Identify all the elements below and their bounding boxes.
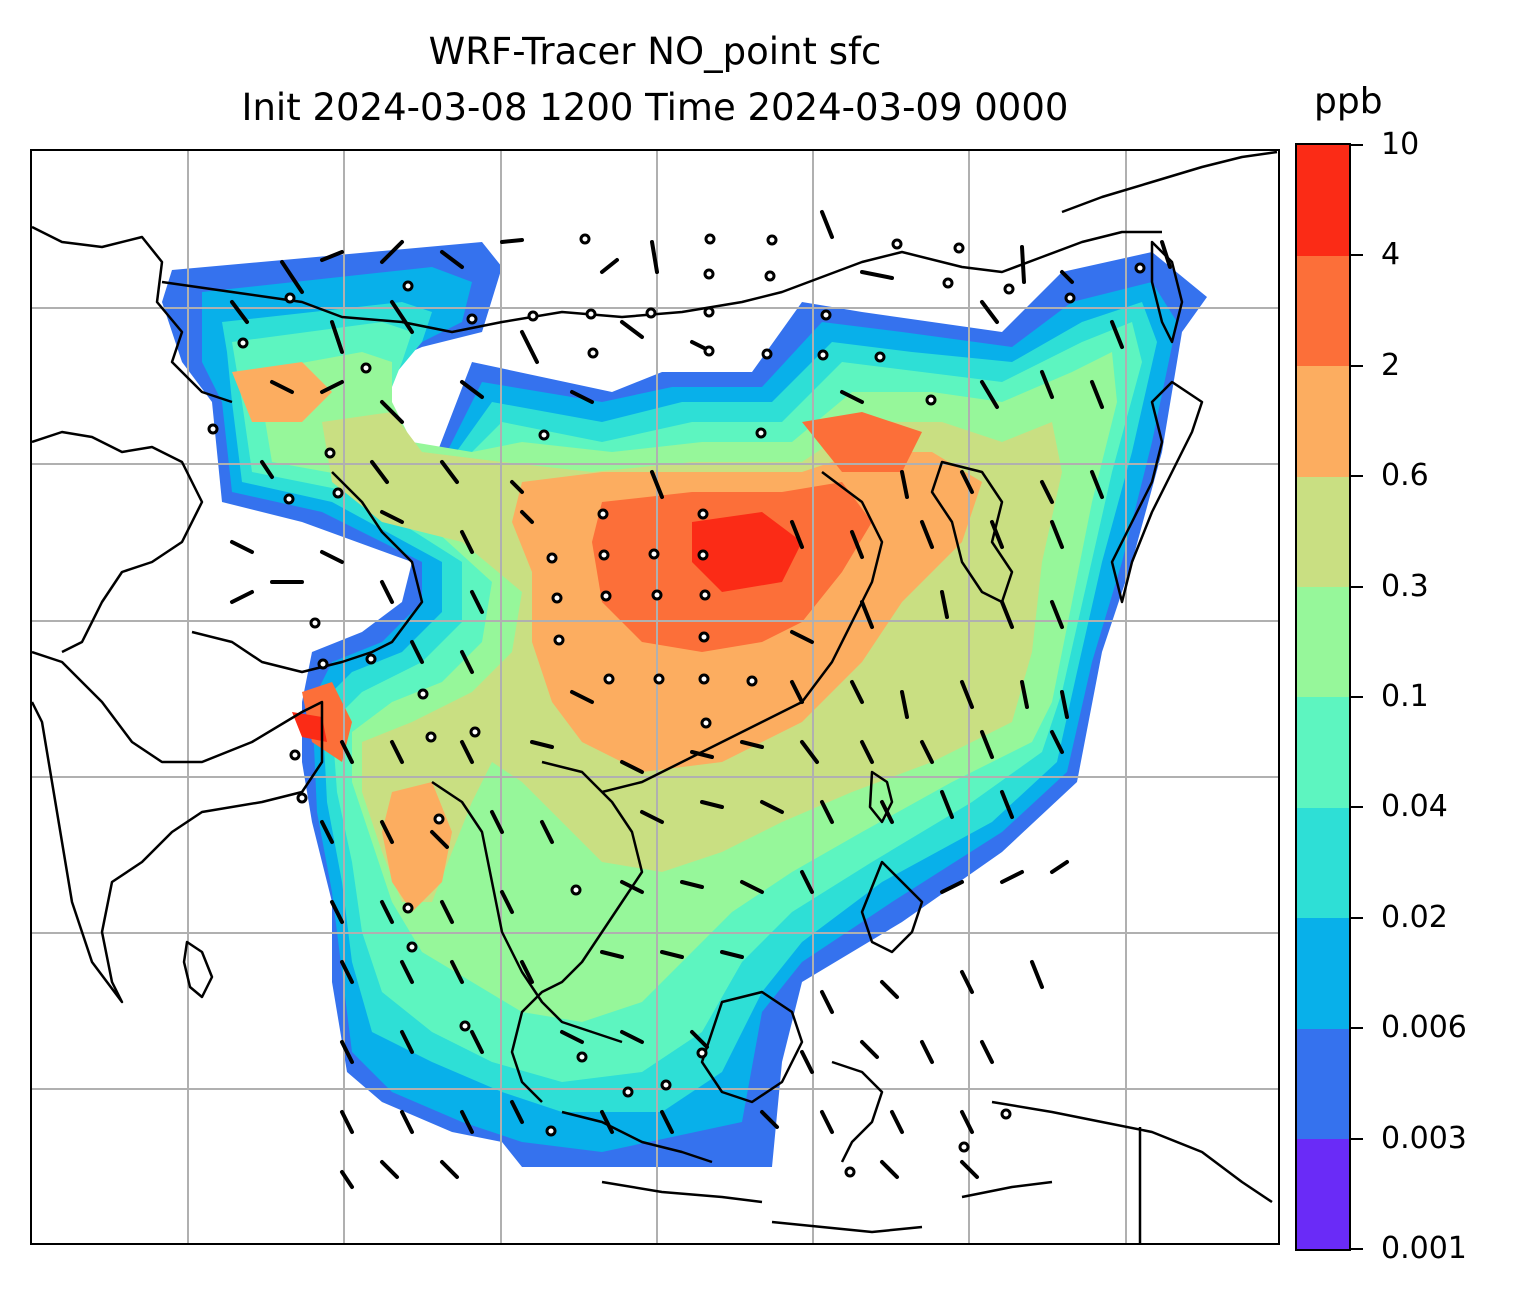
colorbar-tick-label: 0.1 xyxy=(1381,679,1429,714)
colorbar-tick-label: 10 xyxy=(1381,127,1420,162)
colorbar-band-0 xyxy=(1297,1138,1349,1250)
sumatra xyxy=(561,1110,713,1164)
colorbar-tick-mark xyxy=(1351,1027,1363,1030)
bay-coast xyxy=(431,780,623,1044)
colorbar-tick-mark xyxy=(1351,585,1363,588)
colorbar-tick-mark xyxy=(1351,1137,1363,1140)
colorbar-tick-label: 0.6 xyxy=(1381,458,1429,494)
gridlines xyxy=(32,151,1278,1243)
field-level-0.6-south xyxy=(382,782,452,912)
sri-lanka xyxy=(182,940,214,999)
east-russia-coast xyxy=(1061,151,1278,214)
japan xyxy=(1110,380,1204,604)
map-panel xyxy=(30,149,1280,1245)
new-guinea xyxy=(991,1100,1273,1204)
colorbar-band-4 xyxy=(1297,697,1349,808)
colorbar-band-2 xyxy=(1297,917,1349,1029)
field-level-2-west xyxy=(302,682,352,762)
himalaya-border xyxy=(191,471,424,674)
field-level-0.6-northwest xyxy=(232,362,332,422)
calm-wind-markers xyxy=(207,233,1146,1178)
colorbar-unit-label: ppb xyxy=(1314,81,1383,122)
colorbar-tick-mark xyxy=(1351,696,1363,698)
colorbar-tick-mark xyxy=(1351,916,1363,919)
field-level-4-west xyxy=(292,712,327,742)
colorbar-tick-mark xyxy=(1351,254,1363,257)
colorbar-tick-label: 0.006 xyxy=(1381,1010,1467,1046)
colorbar-tick-label: 0.001 xyxy=(1381,1231,1467,1266)
colorbar-band-6 xyxy=(1297,476,1349,588)
colorbar-tick-mark xyxy=(1351,144,1363,146)
sulawesi xyxy=(831,1060,884,1163)
colorbar-tick-label: 0.04 xyxy=(1381,789,1448,825)
colorbar-tick-label: 2 xyxy=(1381,347,1401,383)
map-canvas xyxy=(32,151,1278,1243)
wind-barbs xyxy=(230,210,1172,1189)
field-level-4 xyxy=(692,512,802,592)
india-coast xyxy=(32,650,324,1004)
timor xyxy=(961,1180,1053,1199)
colorbar-tick-mark xyxy=(1351,364,1363,367)
map-title-line1: WRF-Tracer NO_point sfc xyxy=(428,30,882,73)
colorbar-band-7 xyxy=(1297,365,1349,477)
colorbar-tick-mark xyxy=(1351,475,1363,478)
colorbar-tick-mark xyxy=(1351,1248,1363,1250)
colorbar-tick-mark xyxy=(1351,806,1363,809)
java xyxy=(601,1180,763,1204)
colorbar-tick-label: 0.3 xyxy=(1381,568,1429,604)
west-border xyxy=(32,225,233,404)
central-asia-border xyxy=(32,430,204,654)
indochina xyxy=(510,760,644,1103)
philippines xyxy=(860,860,924,954)
colorbar-band-5 xyxy=(1297,586,1349,698)
colorbar-band-3 xyxy=(1297,807,1349,919)
china-north-border xyxy=(161,230,1162,334)
lesser-sunda xyxy=(771,1220,923,1234)
colorbar-tick-label: 0.02 xyxy=(1381,899,1448,935)
colorbar-band-8 xyxy=(1297,255,1349,367)
colorbar-tick-label: 4 xyxy=(1381,237,1401,273)
map-title-line2: Init 2024-03-08 1200 Time 2024-03-09 000… xyxy=(241,86,1069,129)
sakhalin xyxy=(1150,240,1184,344)
field-level-2-north xyxy=(802,412,922,472)
china-coast xyxy=(601,471,884,794)
colorbar-band-1 xyxy=(1297,1028,1349,1140)
colorbar-band-9 xyxy=(1297,145,1349,256)
colorbar-tick-label: 0.003 xyxy=(1381,1120,1467,1156)
tracer-concentration-field xyxy=(162,242,1207,1167)
colorbar xyxy=(1295,143,1351,1251)
